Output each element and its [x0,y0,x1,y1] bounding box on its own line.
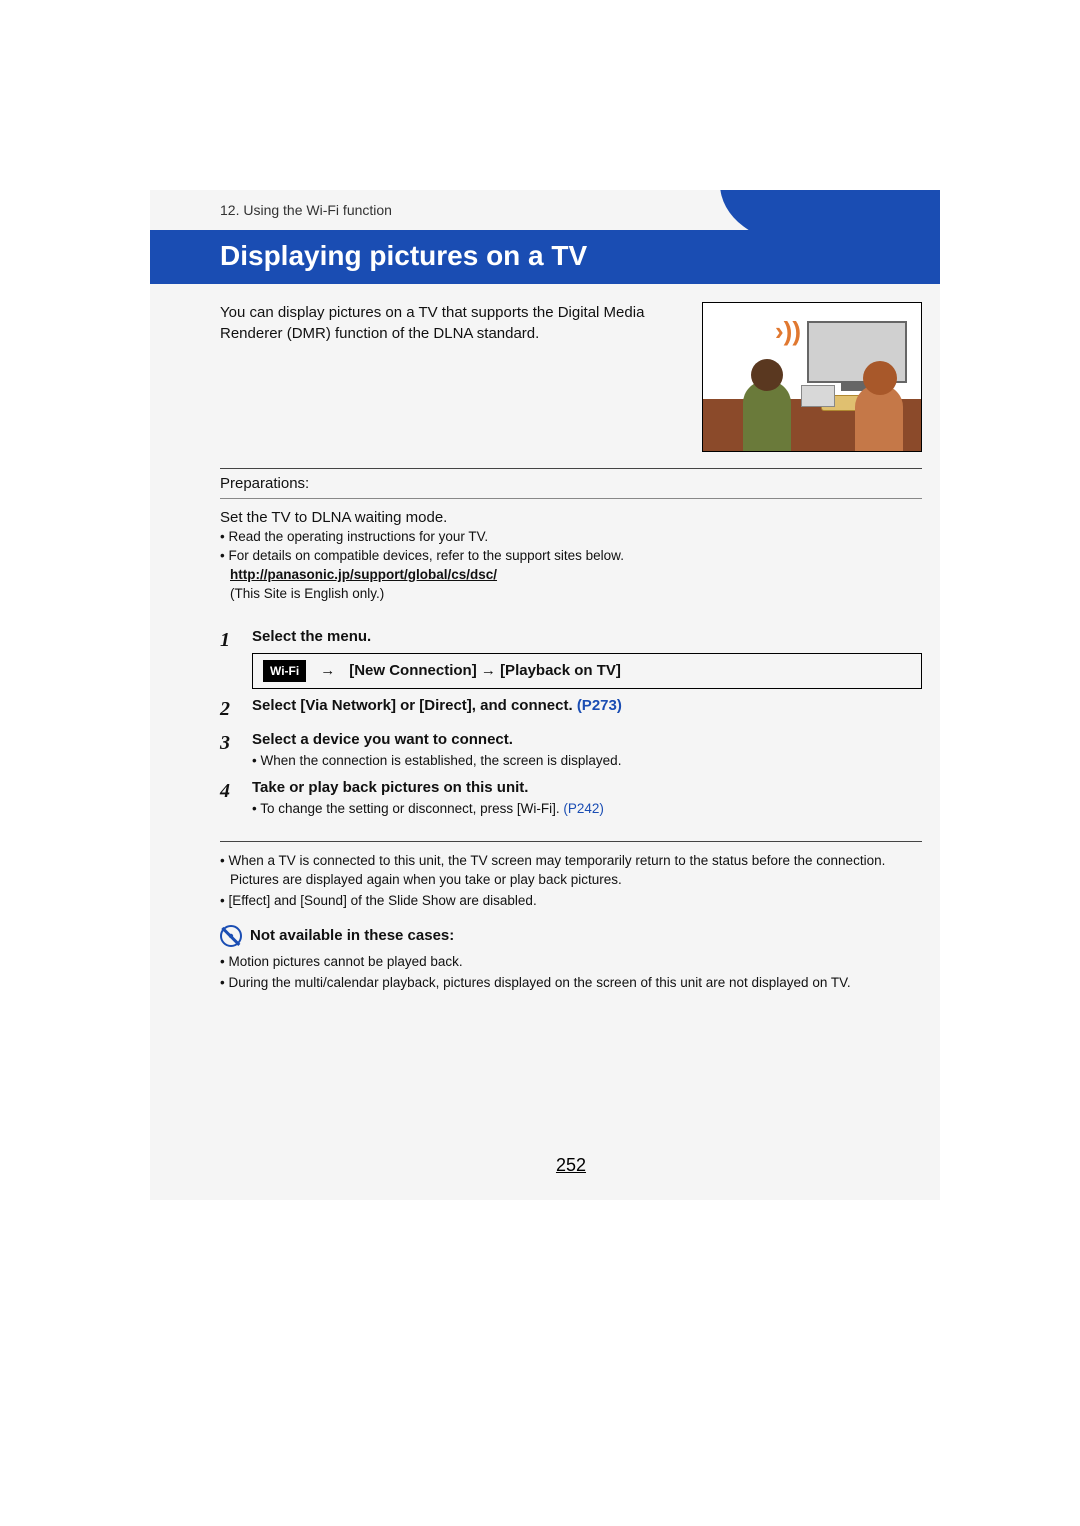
header-decoration [720,190,940,230]
wifi-badge: Wi-Fi [263,660,306,683]
menu-path-item: [New Connection] [349,662,477,679]
divider [220,841,922,842]
step-number: 4 [220,777,238,819]
step-sub: To change the setting or disconnect, pre… [252,800,922,819]
step-number: 3 [220,729,238,771]
menu-path-item: [Playback on TV] [500,662,621,679]
step-title: Select [Via Network] or [Direct], and co… [252,697,577,714]
na-line: During the multi/calendar playback, pict… [220,974,922,993]
prep-bullet: For details on compatible devices, refer… [220,547,922,566]
step-sub: When the connection is established, the … [252,752,922,771]
page-title: Displaying pictures on a TV [150,230,940,284]
step-number: 1 [220,626,238,690]
manual-page: 12. Using the Wi-Fi function Displaying … [150,190,940,1200]
step-3: 3 Select a device you want to connect. W… [220,729,922,771]
arrow-icon: → [320,660,335,681]
step-4: 4 Take or play back pictures on this uni… [220,777,922,819]
step-1: 1 Select the menu. Wi-Fi → [New Connecti… [220,626,922,690]
page-ref-link[interactable]: (P242) [563,801,604,816]
step-title: Select a device you want to connect. [252,729,922,750]
steps-list: 1 Select the menu. Wi-Fi → [New Connecti… [220,626,922,820]
preparations-header: Preparations: [220,468,922,499]
page-number: 252 [220,1153,922,1178]
tv-illustration: ›)) [702,302,922,452]
na-line: Motion pictures cannot be played back. [220,953,922,972]
not-available-title: Not available in these cases: [250,925,454,946]
step-title: Select the menu. [252,626,922,647]
arrow-icon: → [481,662,500,679]
note-line: When a TV is connected to this unit, the… [220,852,922,890]
not-available-list: Motion pictures cannot be played back. D… [220,953,922,993]
step-title: Take or play back pictures on this unit. [252,777,922,798]
not-available-header: Not available in these cases: [220,925,922,947]
prohibit-icon [220,925,242,947]
support-url[interactable]: http://panasonic.jp/support/global/cs/ds… [230,566,922,585]
chapter-label: 12. Using the Wi-Fi function [220,202,392,218]
page-content: You can display pictures on a TV that su… [150,284,940,1200]
step-number: 2 [220,695,238,723]
prep-note: (This Site is English only.) [230,585,922,604]
intro-text: You can display pictures on a TV that su… [220,302,684,452]
menu-path-box: Wi-Fi → [New Connection] → [Playback on … [252,653,922,690]
notes-section: When a TV is connected to this unit, the… [220,852,922,911]
page-ref-link[interactable]: (P273) [577,697,622,714]
note-line: [Effect] and [Sound] of the Slide Show a… [220,892,922,911]
chapter-header: 12. Using the Wi-Fi function [150,190,940,230]
prep-bullet: Read the operating instructions for your… [220,528,922,547]
prep-line: Set the TV to DLNA waiting mode. [220,507,922,528]
preparations-body: Set the TV to DLNA waiting mode. Read th… [220,507,922,604]
step-2: 2 Select [Via Network] or [Direct], and … [220,695,922,723]
